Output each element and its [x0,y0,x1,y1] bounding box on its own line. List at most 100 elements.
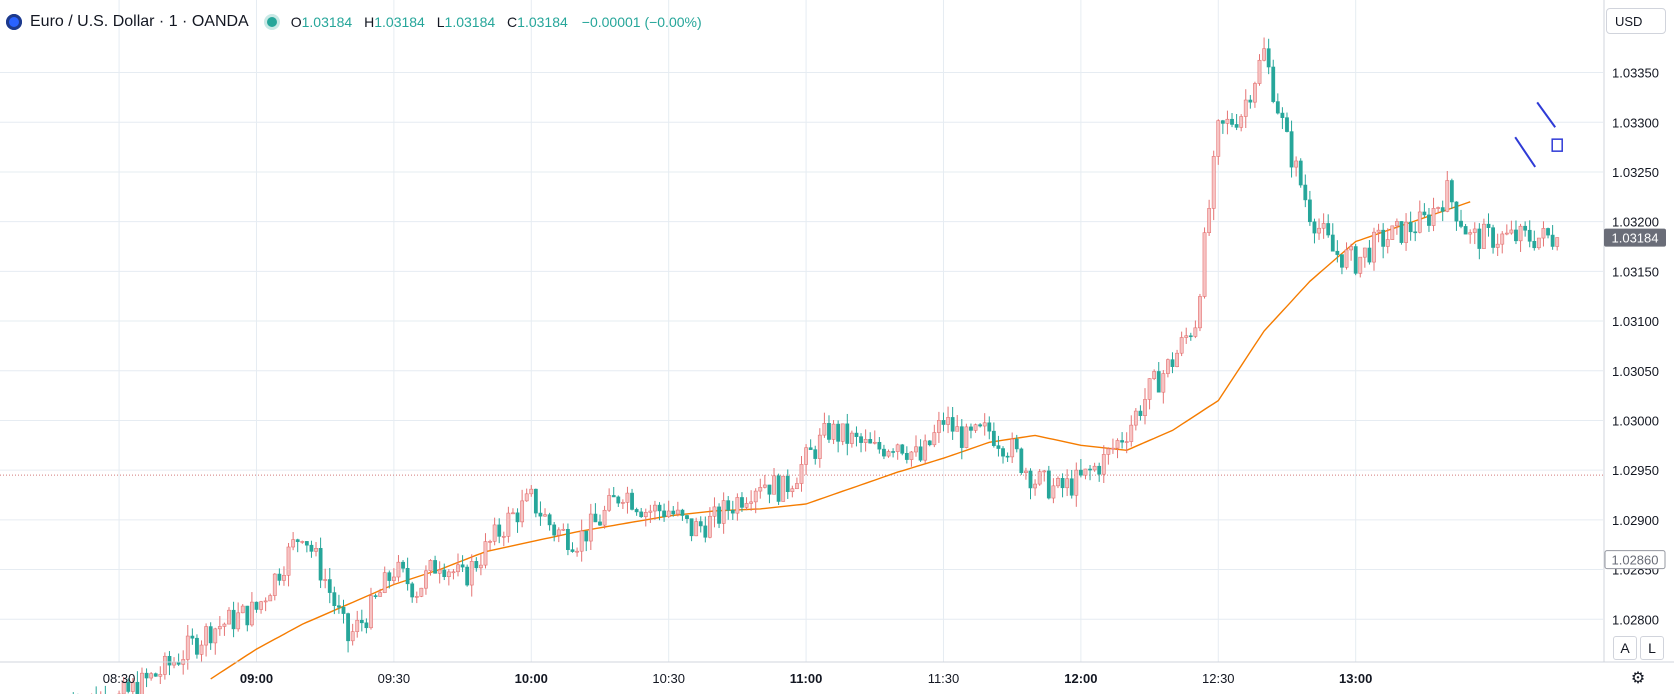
candle-body [1014,438,1019,450]
candle [1042,469,1047,482]
candle [1179,331,1184,357]
candle [1408,211,1413,241]
candle-body [639,511,644,518]
candle-body [1202,232,1207,297]
candle [1289,120,1294,178]
candle [1101,445,1106,483]
candle-body [1262,48,1266,61]
candle-body [1042,470,1047,473]
last-price-tag-label: 1.03184 [1612,231,1659,246]
candle [304,541,309,553]
candle [547,512,552,531]
candle-body [208,626,213,644]
candle [318,537,323,589]
candle-body [158,674,163,677]
candle [808,439,813,450]
candle-body [1523,225,1528,231]
candle-body [1445,180,1450,212]
candle-body [1367,247,1372,263]
candle [1065,469,1070,497]
candle [1056,476,1060,489]
candle-body [1381,229,1386,247]
time-axis-ticks: 08:30 09:00 09:30 10:00 10:30 11:00 11:30 12:00… [103,671,1372,686]
candle [323,568,328,589]
candle-body [936,420,941,433]
candle-body [790,488,795,492]
log-scale-button[interactable]: L [1640,636,1664,660]
market-status-icon[interactable] [266,17,277,27]
candle [167,651,172,676]
candle [1262,37,1266,62]
candle-body [227,609,231,625]
candle-body [1124,441,1129,443]
candle-body [1037,471,1042,485]
candle [1445,170,1450,213]
candle-body [845,423,850,444]
candle-body [341,606,346,614]
candle [382,566,387,594]
candle-body [831,423,836,440]
candle-body [1427,214,1431,226]
symbol-title[interactable]: Euro / U.S. Dollar · 1 · OANDA [30,13,249,30]
candle [327,567,332,604]
candle [1120,432,1125,449]
candle [1078,459,1083,478]
high-label: H [364,14,375,30]
candle [776,473,781,505]
auto-scale-button[interactable]: A [1613,636,1637,660]
candle [904,446,909,464]
candle-body [808,447,813,450]
candle-body [1092,465,1097,471]
candle-body [236,612,241,630]
candle-body [799,464,804,484]
candle-body [1166,359,1170,374]
candle [300,540,305,544]
candle-body [369,595,373,629]
candle [437,561,442,584]
candle [900,443,905,456]
candle-body [795,483,799,490]
candle-body [1372,231,1376,263]
candle-body [1362,247,1367,258]
candle [1230,113,1234,128]
price-tick-label: 1.02950 [1612,463,1659,478]
candle [543,508,547,517]
candle [250,592,254,627]
candle-body [1303,184,1308,201]
candle [391,568,396,585]
candle [520,489,525,528]
candle-body [982,422,987,427]
candle [1504,224,1509,236]
candle-body [410,583,415,598]
candle-body [195,637,199,655]
candle-body [1078,469,1083,476]
candle-body [401,561,405,569]
candle-body [1491,227,1495,248]
currency-button[interactable]: USD [1606,8,1666,34]
candle-body [579,530,584,552]
candle-body [886,451,891,457]
candle [630,488,634,511]
candle-body [1069,478,1074,496]
candle [442,563,447,581]
candle-body [501,535,506,538]
candle-body [162,655,167,675]
candle-body [144,672,149,679]
candle [1550,225,1555,250]
candle [1449,178,1454,210]
candle-body [662,510,667,518]
candle-body [593,513,598,523]
candle-body [872,441,877,444]
candle [172,657,176,669]
candle-body [1399,221,1404,243]
candle-body [1051,485,1056,499]
candle-body [1307,199,1312,223]
gear-icon[interactable]: ⚙ [1630,670,1646,687]
price-tick-label: 1.02800 [1612,612,1659,627]
candle [295,538,300,553]
candle-body [1271,66,1276,102]
candle [263,597,268,612]
candle-body [1175,352,1179,367]
candle-body [217,626,222,630]
